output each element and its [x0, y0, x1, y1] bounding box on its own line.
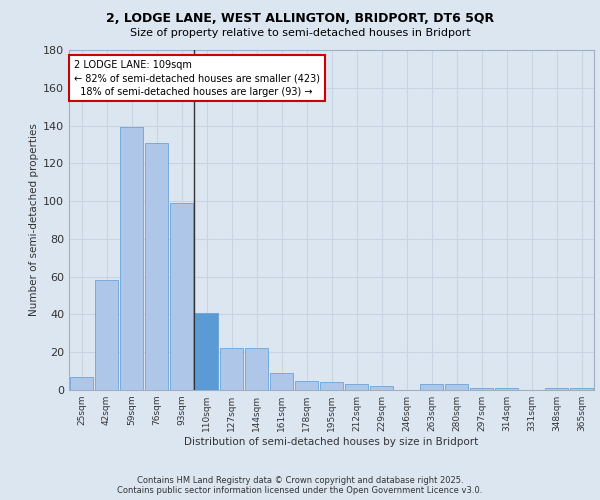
- Bar: [545, 388, 568, 390]
- Bar: [495, 388, 518, 390]
- Text: Size of property relative to semi-detached houses in Bridport: Size of property relative to semi-detach…: [130, 28, 470, 38]
- Bar: [445, 384, 468, 390]
- Bar: [320, 382, 343, 390]
- Text: Contains HM Land Registry data © Crown copyright and database right 2025.
Contai: Contains HM Land Registry data © Crown c…: [118, 476, 482, 495]
- Bar: [95, 280, 118, 390]
- Bar: [70, 377, 93, 390]
- Bar: [570, 388, 593, 390]
- Bar: [120, 128, 143, 390]
- Y-axis label: Number of semi-detached properties: Number of semi-detached properties: [29, 124, 39, 316]
- Bar: [470, 388, 493, 390]
- Bar: [220, 348, 243, 390]
- Bar: [370, 386, 393, 390]
- Bar: [345, 384, 368, 390]
- Bar: [295, 380, 318, 390]
- Text: 2 LODGE LANE: 109sqm
← 82% of semi-detached houses are smaller (423)
  18% of se: 2 LODGE LANE: 109sqm ← 82% of semi-detac…: [74, 60, 320, 96]
- Bar: [245, 348, 268, 390]
- Bar: [145, 142, 168, 390]
- Bar: [195, 312, 218, 390]
- Bar: [420, 384, 443, 390]
- Bar: [270, 373, 293, 390]
- X-axis label: Distribution of semi-detached houses by size in Bridport: Distribution of semi-detached houses by …: [184, 437, 479, 447]
- Text: 2, LODGE LANE, WEST ALLINGTON, BRIDPORT, DT6 5QR: 2, LODGE LANE, WEST ALLINGTON, BRIDPORT,…: [106, 12, 494, 26]
- Bar: [170, 203, 193, 390]
